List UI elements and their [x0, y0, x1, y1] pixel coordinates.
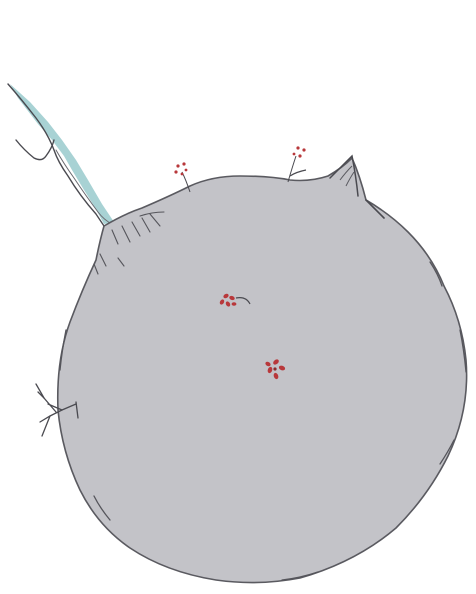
bare-twig — [35, 383, 79, 437]
red-flower — [265, 359, 286, 380]
stream-bank-left — [7, 83, 105, 227]
stream-bank-inner — [55, 149, 113, 225]
stream-bank-right — [15, 139, 55, 161]
planet-edge-strokes — [59, 261, 467, 581]
planet — [56, 156, 468, 584]
small-flower — [174, 162, 191, 193]
red-flower — [219, 293, 251, 307]
small-flower — [287, 146, 306, 183]
ridge-hatching — [93, 211, 165, 275]
stream — [7, 83, 114, 227]
ridge-peak — [289, 154, 385, 219]
